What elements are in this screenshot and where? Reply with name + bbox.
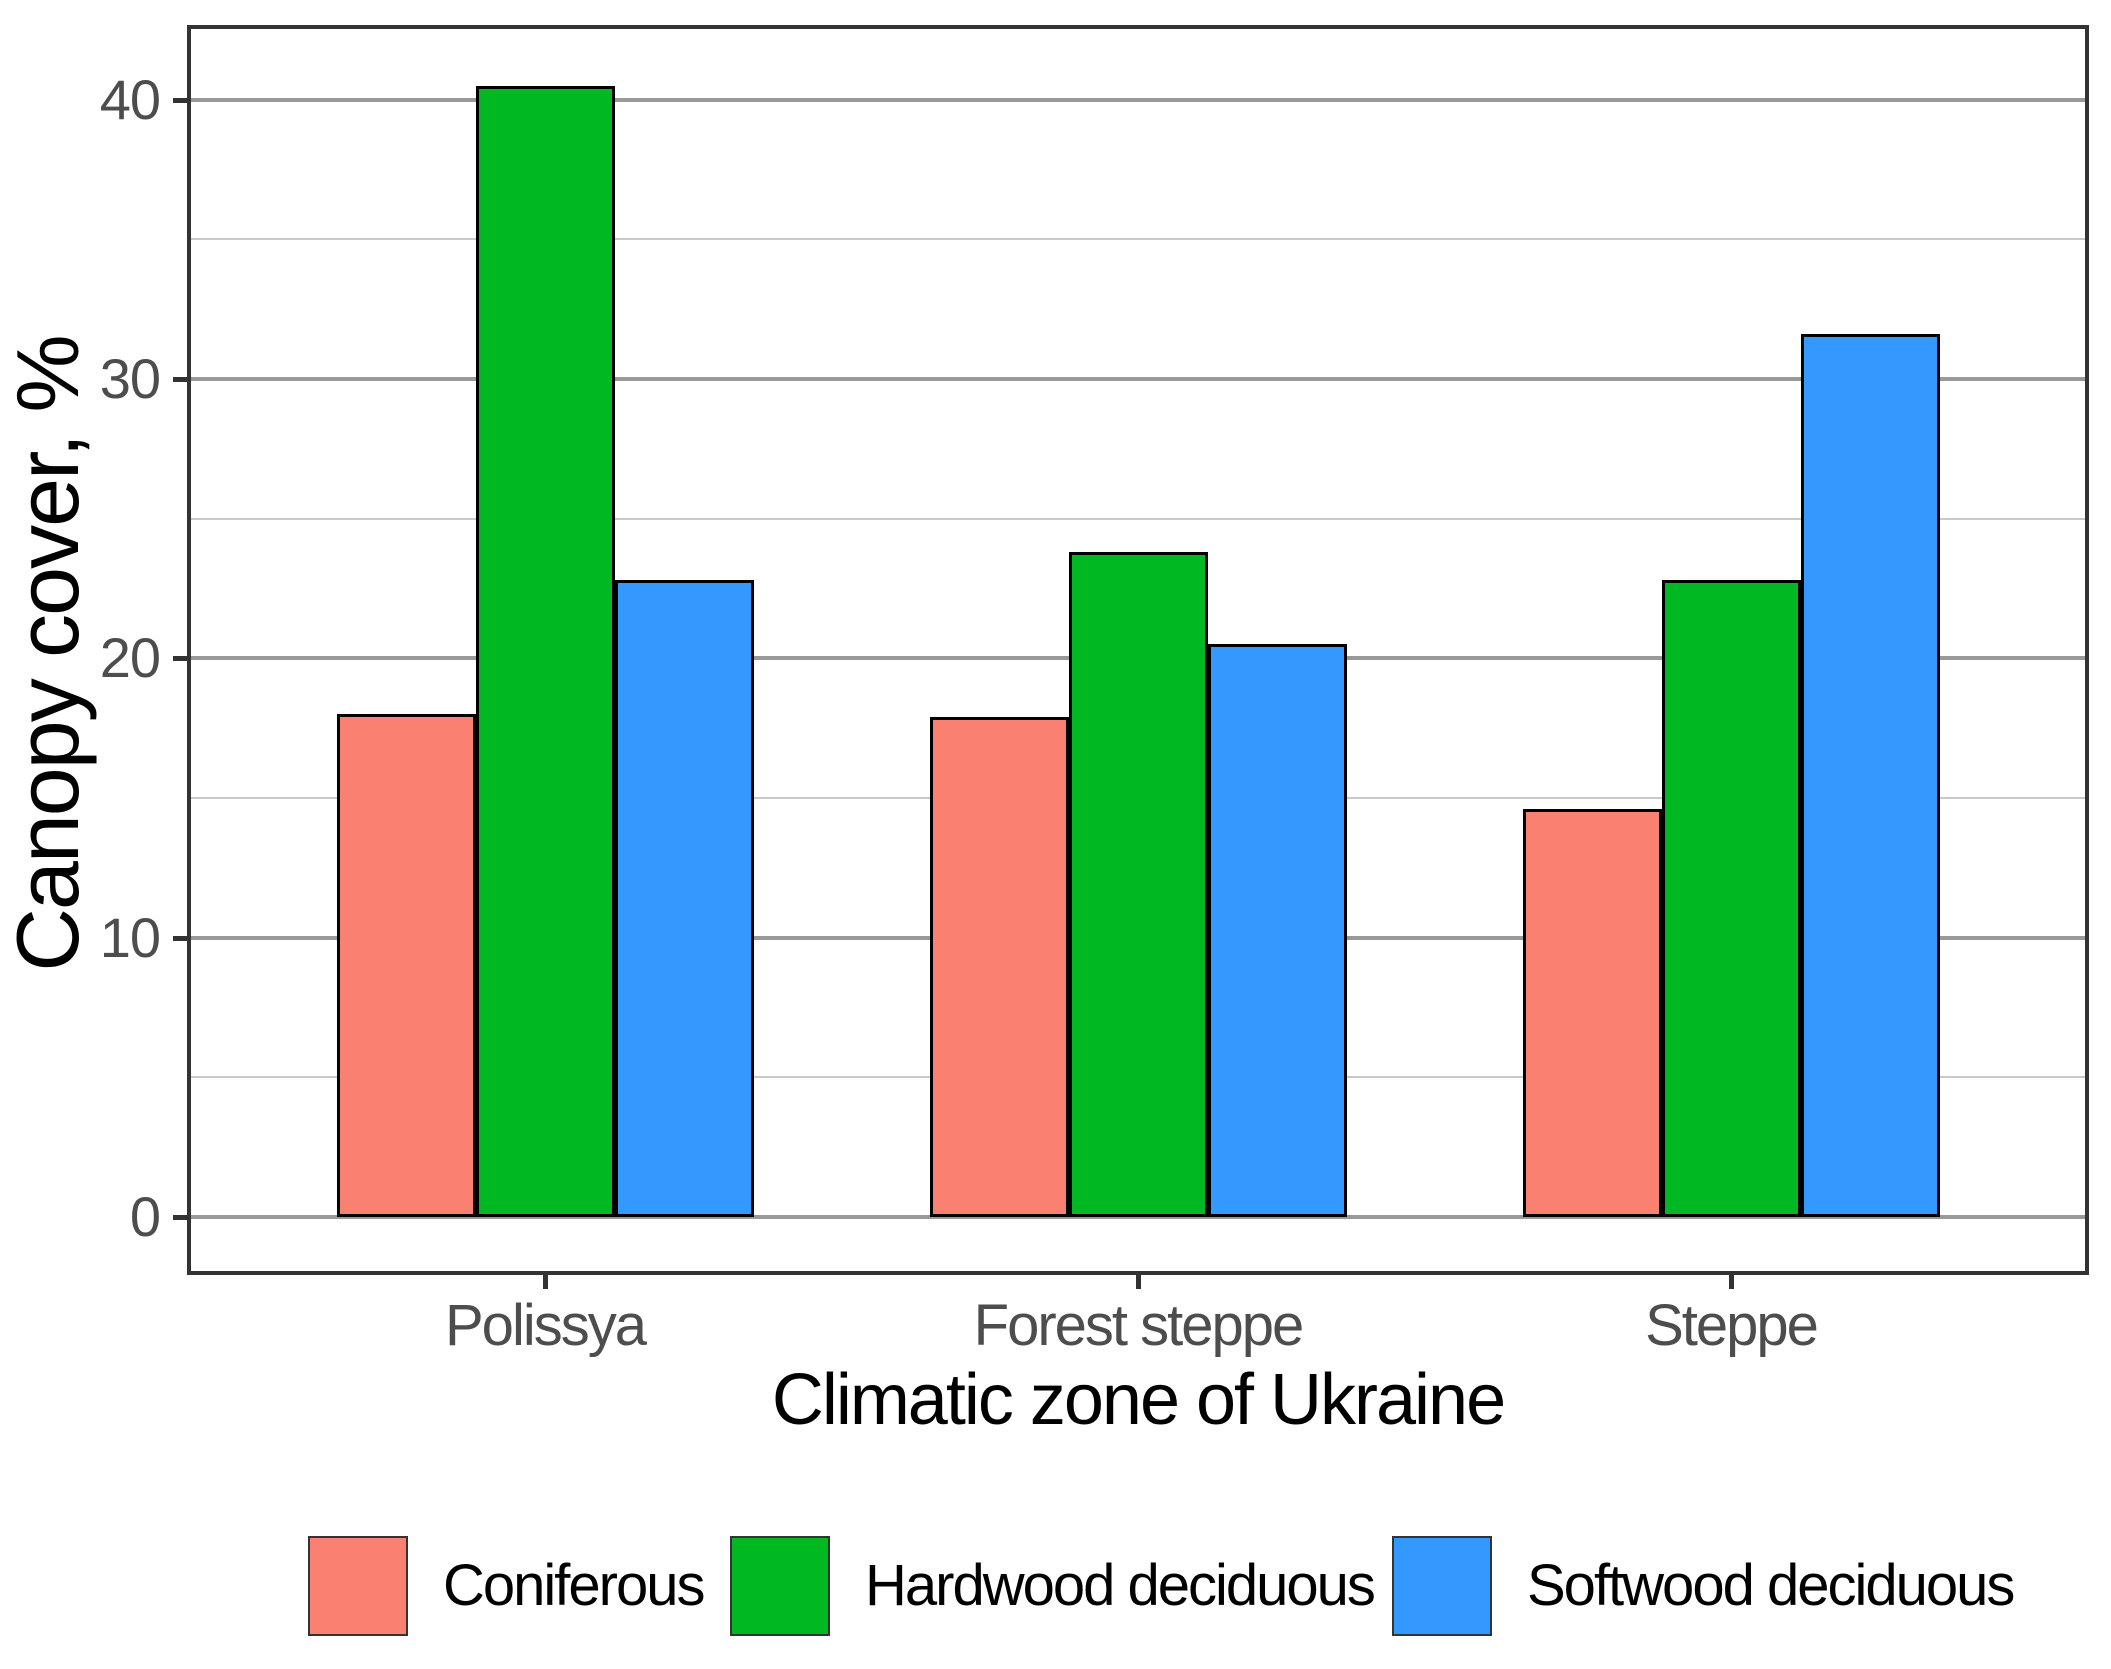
y-tick xyxy=(173,656,189,662)
bar-hardwood-deciduous xyxy=(1661,580,1801,1218)
bar-coniferous xyxy=(336,714,476,1218)
legend-label-2: Hardwood deciduous xyxy=(865,1553,1376,1618)
bar-coniferous xyxy=(1522,809,1662,1218)
y-tick xyxy=(173,1215,189,1221)
legend-label-3: Softwood deciduous xyxy=(1527,1553,2015,1618)
y-tick xyxy=(173,377,189,382)
x-tick-label: Steppe xyxy=(1645,1293,1819,1358)
legend-swatch-1 xyxy=(308,1536,408,1636)
x-tick xyxy=(543,1273,548,1289)
bar-softwood-deciduous xyxy=(1800,334,1940,1218)
bar-hardwood-deciduous xyxy=(1068,552,1208,1218)
y-gridline-major xyxy=(189,377,2087,381)
y-gridline-minor xyxy=(189,238,2087,241)
y-tick xyxy=(173,97,189,103)
y-tick-label: 20 xyxy=(99,626,161,690)
legend-label-1: Coniferous xyxy=(443,1553,705,1618)
y-tick-label: 0 xyxy=(129,1185,161,1249)
bar-coniferous xyxy=(929,717,1069,1218)
y-tick xyxy=(173,935,189,941)
plot-panel-border xyxy=(187,25,2089,1275)
y-gridline-major xyxy=(189,1215,2087,1220)
bar-softwood-deciduous xyxy=(614,580,754,1218)
x-tick xyxy=(1136,1273,1141,1289)
y-gridline-major xyxy=(189,97,2087,102)
x-tick xyxy=(1729,1273,1734,1289)
y-tick-label: 40 xyxy=(99,67,161,131)
legend-swatch-3 xyxy=(1392,1536,1492,1636)
bar-softwood-deciduous xyxy=(1207,644,1347,1218)
y-axis-title: Canopy cover, % xyxy=(0,336,97,972)
bar-hardwood-deciduous xyxy=(475,85,615,1218)
y-gridline-minor xyxy=(189,517,2087,520)
x-axis-title: Climatic zone of Ukraine xyxy=(771,1360,1506,1440)
legend-swatch-2 xyxy=(730,1536,830,1636)
y-tick-label: 10 xyxy=(99,905,161,969)
y-tick-label: 30 xyxy=(99,347,161,410)
x-tick-label: Forest steppe xyxy=(973,1293,1305,1358)
x-tick-label: Polissya xyxy=(445,1293,647,1358)
